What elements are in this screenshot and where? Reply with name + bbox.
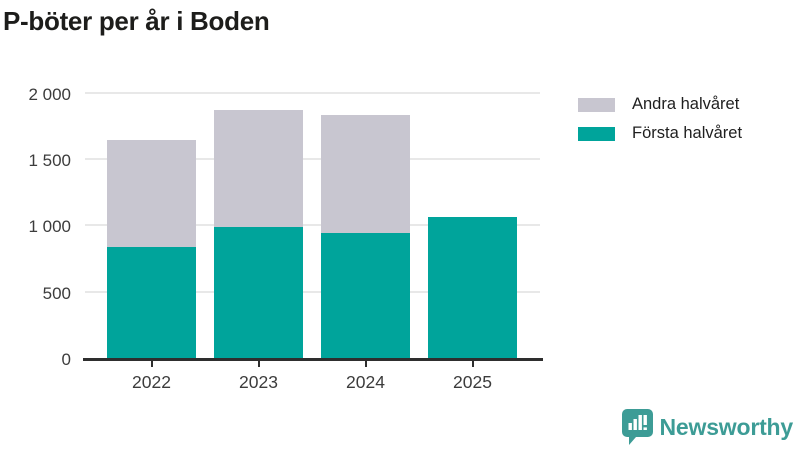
bar-2024-forsta-halvaret — [321, 233, 410, 358]
legend-swatch-forsta — [578, 126, 615, 141]
x-axis-tick — [471, 360, 474, 367]
legend-label-forsta: Första halvåret — [632, 124, 743, 142]
x-axis-line — [83, 358, 543, 361]
legend-swatch-andra — [578, 97, 615, 112]
bar-2023-andra-halvaret — [214, 110, 303, 227]
page-title: P-böter per år i Boden — [3, 6, 270, 36]
x-axis-tick-label: 2023 — [239, 372, 278, 392]
x-axis-tick — [150, 360, 153, 367]
x-axis-tick-label: 2024 — [346, 372, 385, 392]
bar-chart-speech-bubble-icon — [621, 409, 653, 445]
y-axis-tick-label: 2 000 — [28, 84, 71, 104]
gridline-2000 — [85, 91, 540, 94]
x-axis-tick-label: 2022 — [132, 372, 171, 392]
legend: Andra halvåret Första halvåret — [578, 95, 742, 153]
bar-2023-forsta-halvaret — [214, 226, 303, 358]
x-axis-tick-label: 2025 — [453, 372, 492, 392]
newsworthy-logo: Newsworthy — [621, 409, 794, 445]
y-axis-tick-label: 1 000 — [28, 217, 71, 237]
gridline-500 — [85, 290, 540, 293]
y-axis-tick-label: 1 500 — [28, 151, 71, 171]
bar-2022-forsta-halvaret — [107, 246, 196, 358]
gridline-1000 — [85, 224, 540, 227]
x-axis-tick — [364, 360, 367, 367]
x-axis-tick — [257, 360, 260, 367]
newsworthy-logo-text: Newsworthy — [659, 414, 794, 440]
bar-2022-andra-halvaret — [107, 139, 196, 247]
legend-item-andra-halvaret: Andra halvåret — [578, 95, 742, 114]
y-axis-tick-label: 0 — [61, 350, 71, 369]
gridline-1500 — [85, 158, 540, 161]
y-axis-tick-label: 500 — [42, 283, 71, 303]
bar-2025-forsta-halvaret — [428, 216, 517, 358]
legend-label-andra: Andra halvåret — [632, 95, 740, 113]
legend-item-forsta-halvaret: Första halvåret — [578, 124, 742, 143]
bar-2024-andra-halvaret — [321, 114, 410, 234]
